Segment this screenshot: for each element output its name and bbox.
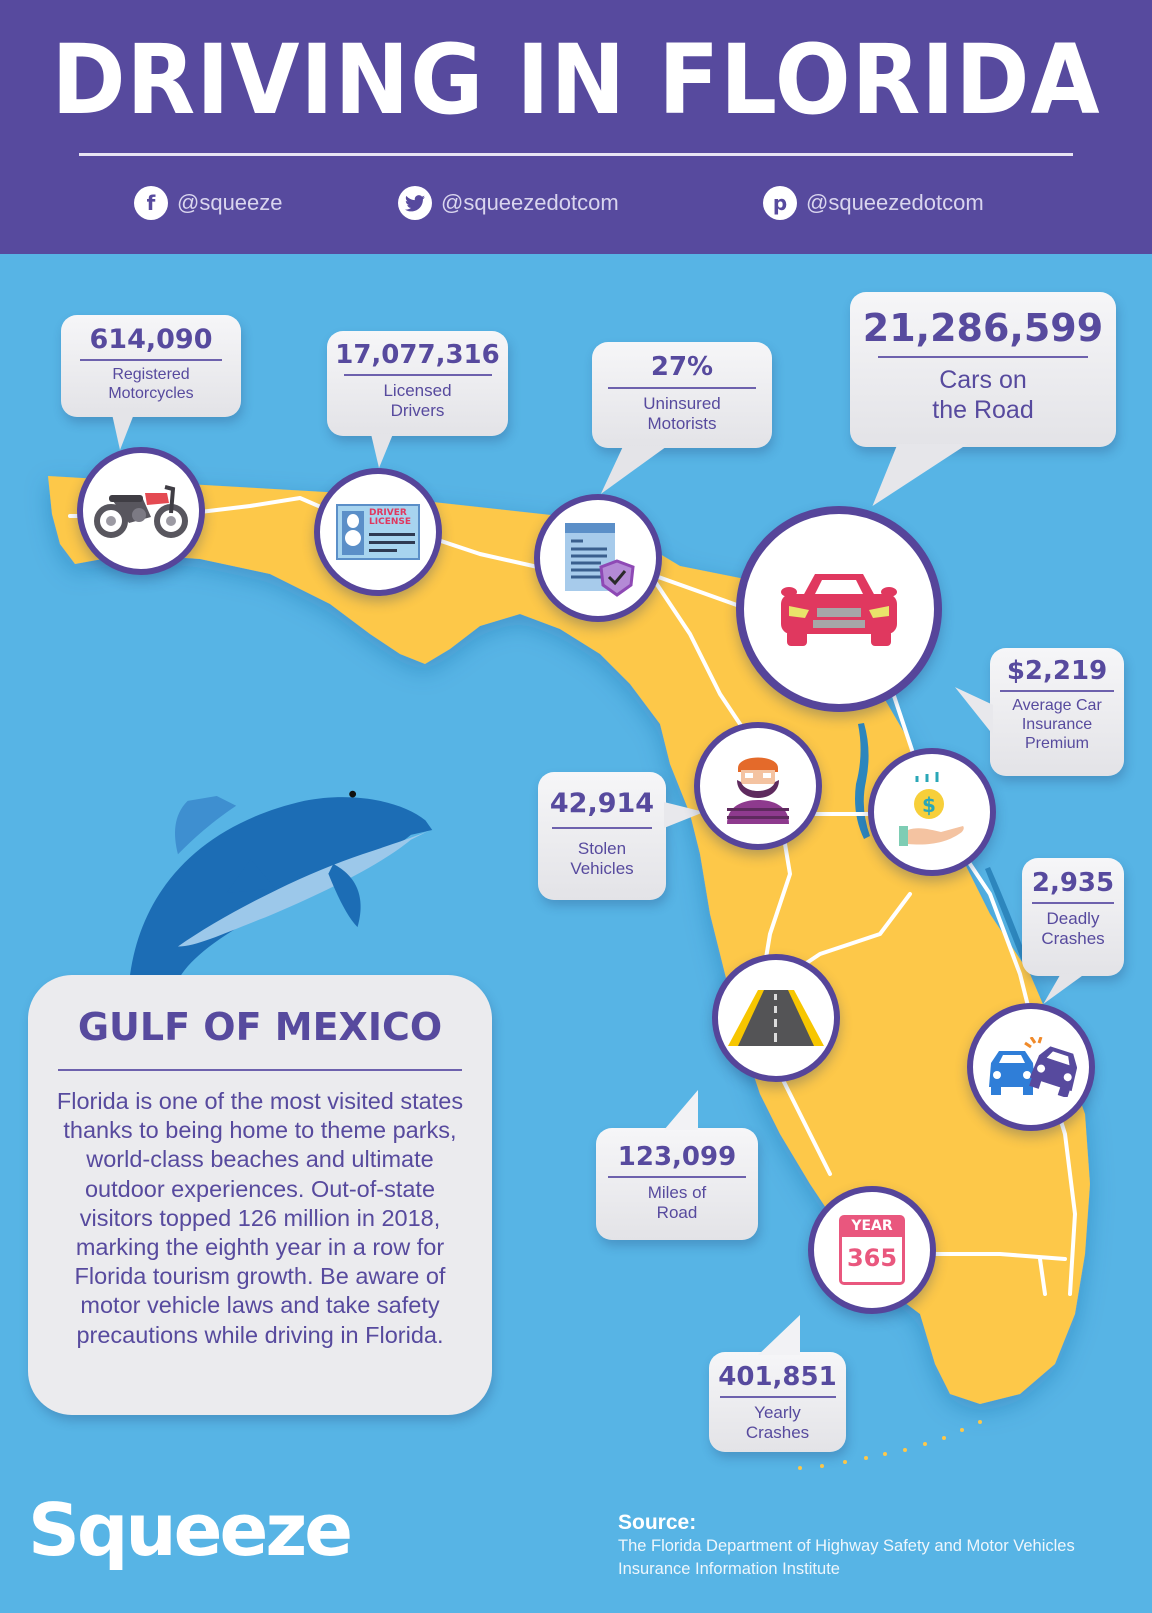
twitter-handle: @squeezedotcom [441,190,619,215]
stat-label: Road [656,1203,698,1223]
stat-label: Crashes [1041,929,1105,949]
stat-label: Cars on [939,366,1027,394]
facebook-icon: f [134,186,168,220]
stat-bubble-cars: 21,286,599 Cars on the Road [850,292,1116,447]
stat-divider [719,1396,836,1398]
bubble-tail [371,434,393,468]
car-icon [781,574,897,646]
calendar-icon: YEAR 365 [839,1215,905,1285]
insurance-document-icon [565,523,635,597]
dolphin-illustration [129,790,433,981]
stat-bubble-licensed-drivers: 17,077,316 Licensed Drivers [327,331,508,436]
stat-value: 17,077,316 [335,340,500,370]
stat-bubble-deadly: 2,935 Deadly Crashes [1022,858,1124,976]
stat-value: 123,099 [617,1142,737,1172]
social-pinterest[interactable]: p @squeezedotcom [763,186,984,220]
thief-icon [727,757,789,824]
twitter-icon [398,186,432,220]
stat-label: Miles of [647,1183,707,1202]
florida-map-area: 614,090 Registered Motorcycles 17,077,31… [0,254,1152,1613]
stat-label: Licensed [383,381,452,400]
thief-icon-circle [694,722,822,850]
stat-label: Motorcycles [108,384,194,402]
stat-divider [608,387,756,389]
pinterest-handle: @squeezedotcom [806,190,984,215]
stat-divider [1032,902,1114,904]
stat-bubble-stolen: 42,914 Stolen Vehicles [538,772,666,900]
license-text: LICENSE [369,517,411,527]
stat-bubble-uninsured: 27% Uninsured Motorists [592,342,772,448]
page-title: DRIVING IN FLORIDA [51,24,1101,136]
motorcycle-icon-circle [77,447,205,575]
bubble-tail [664,1090,698,1130]
social-twitter[interactable]: @squeezedotcom [398,186,619,220]
road-icon-circle [712,954,840,1082]
stat-bubble-motorcycles: 614,090 Registered Motorcycles [61,315,241,417]
road-icon [728,990,824,1046]
car-icon-circle [736,506,942,712]
stat-label: Drivers [390,401,445,421]
insurance-icon-circle [534,494,662,622]
source-item: Insurance Information Institute [618,1560,840,1578]
stat-label: Premium [1024,734,1089,752]
stat-bubble-yearly: 401,851 Yearly Crashes [709,1352,846,1452]
source-block: Source: The Florida Department of Highwa… [618,1511,1075,1581]
stat-label: the Road [932,395,1034,424]
stat-divider [608,1176,746,1178]
gulf-divider [58,1069,462,1071]
stat-bubble-miles: 123,099 Miles of Road [596,1128,758,1240]
stat-label: Average Car [1012,697,1102,714]
stat-label: Registered [112,366,190,383]
facebook-handle: @squeeze [177,190,283,215]
header-banner: DRIVING IN FLORIDA f @squeeze @squeezedo… [0,0,1152,254]
gulf-info-card: GULF OF MEXICO Florida is one of the mos… [28,975,492,1415]
gulf-body: Florida is one of the most visited state… [56,1088,464,1348]
stat-divider [80,359,222,361]
svg-text:$: $ [922,793,936,817]
money-hand-icon-circle: $ [868,748,996,876]
stat-divider [1000,690,1114,692]
driver-license-icon-circle: DRIVER LICENSE [314,468,442,596]
stat-label: Insurance [1021,715,1093,733]
bubble-tail [758,1315,800,1355]
driver-license-icon: DRIVER LICENSE [336,504,420,560]
stat-label: Crashes [745,1423,810,1443]
calendar-year-label: YEAR [839,1215,905,1237]
stat-divider [878,356,1088,358]
car-crash-icon [989,1037,1077,1097]
stat-label: Yearly [754,1403,801,1422]
source-item: The Florida Department of Highway Safety… [618,1537,1075,1555]
header-divider [79,153,1073,156]
stat-label: Motorists [647,414,717,434]
squeeze-logo[interactable]: Squeeze [28,1488,353,1572]
motorcycle-icon [94,485,188,538]
money-hand-icon: $ [899,772,964,846]
stat-divider [343,374,492,376]
stat-value: 401,851 [718,1362,837,1392]
calendar-icon-circle: YEAR 365 [808,1186,936,1314]
stat-value: 2,935 [1031,868,1115,898]
stat-label: Stolen [577,839,627,858]
stat-label: Uninsured [643,394,721,413]
stat-value: 614,090 [89,324,213,355]
stat-value: 27% [650,352,714,382]
bubble-tail [112,414,134,450]
stat-value: 21,286,599 [862,306,1104,350]
calendar-number: 365 [839,1237,905,1285]
source-heading: Source: [618,1511,697,1534]
stat-value: $2,219 [1006,656,1108,686]
stat-label: Vehicles [570,859,634,879]
gulf-title: GULF OF MEXICO [77,1005,443,1049]
stat-bubble-premium: $2,219 Average Car Insurance Premium [990,648,1124,776]
stat-value: 42,914 [549,788,655,819]
license-text: DRIVER [369,508,407,518]
pinterest-icon: p [763,186,797,220]
stat-divider [552,827,652,829]
car-crash-icon-circle [967,1003,1095,1131]
social-facebook[interactable]: f @squeeze [134,186,283,220]
stat-label: Deadly [1046,909,1100,928]
